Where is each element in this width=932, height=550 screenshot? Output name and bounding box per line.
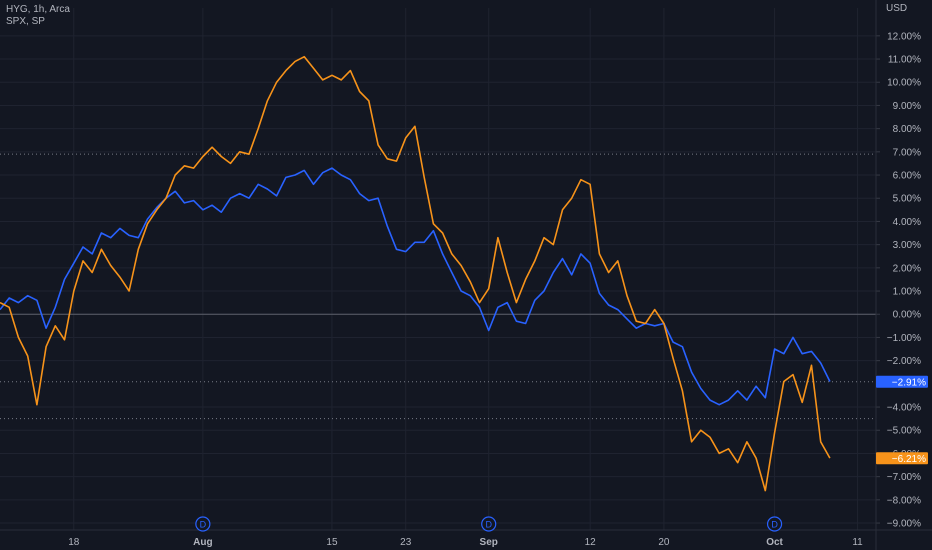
x-tick-label: Sep [480,537,498,548]
x-tick-label: 15 [326,537,338,548]
y-tick-label: −1.00% [887,333,921,344]
y-tick-label: 8.00% [893,124,921,135]
y-tick-label: 2.00% [893,263,921,274]
y-tick-label: −9.00% [887,519,921,530]
gridlines [0,8,876,530]
y-tick-label: −7.00% [887,472,921,483]
last-value-label-spx: −6.21% [892,454,926,465]
dividend-marker-icon[interactable] [766,516,783,532]
series-line-spx[interactable] [0,55,831,492]
y-tick-label: 6.00% [893,171,921,182]
dividend-marker-label: D [200,520,207,530]
y-tick-label: 7.00% [893,147,921,158]
y-tick-label: 9.00% [893,101,921,112]
currency-label: USD [886,3,908,14]
y-tick-label: 12.00% [887,31,921,42]
x-tick-label: 12 [585,537,597,548]
y-tick-label: 3.00% [893,240,921,251]
y-tick-label: −2.00% [887,356,921,367]
y-tick-label: 1.00% [893,287,921,298]
x-tick-label: Aug [193,537,212,548]
series-layer [0,55,831,492]
x-tick-label: 20 [658,537,670,548]
dividend-marker-label: D [485,520,492,530]
last-value-badge-spx [876,452,928,465]
legend-spx[interactable]: SPX, SP [6,16,45,27]
y-tick-label: 4.00% [893,217,921,228]
dividend-marker-icon[interactable] [195,516,211,532]
dividend-marker-label: D [771,520,778,530]
y-tick-label: 11.00% [888,55,921,66]
y-tick-label: 10.00% [887,78,921,89]
x-axis: 18 Aug 15 23 Sep 12 20 Oct 11 [0,529,932,548]
y-tick-label: 0.00% [893,310,921,321]
x-tick-label: 11 [852,537,863,548]
series-line-hyg[interactable] [0,167,831,406]
last-value-badges: −2.91% −6.21% [876,375,928,465]
y-tick-label: 5.00% [893,194,921,205]
y-tick-label: −8.00% [887,495,921,506]
y-axis: 12.00% 11.00% 10.00% 9.00% 8.00% 7.00% 6.00% 5.… [875,0,921,550]
x-tick-label: 23 [400,537,412,548]
y-tick-label: −5.00% [887,426,921,437]
dividend-marker-icon[interactable] [481,516,497,532]
last-value-badge-hyg [876,375,928,388]
reference-lines [0,153,876,420]
x-tick-label: Oct [766,537,783,548]
x-tick-label: 18 [68,537,80,548]
legend-hyg[interactable]: HYG, 1h, Arca [6,4,70,15]
last-value-label-hyg: −2.91% [892,377,926,388]
y-tick-label: −4.00% [887,403,921,414]
